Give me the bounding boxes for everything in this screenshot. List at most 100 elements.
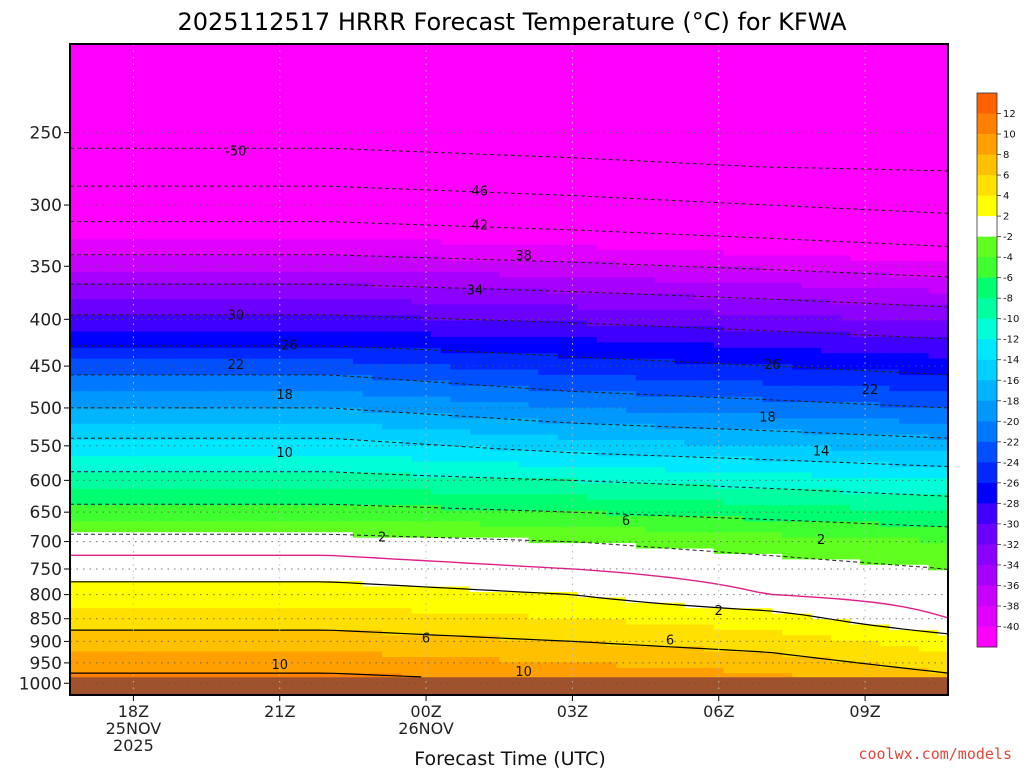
- field-cell: [79, 65, 91, 72]
- field-cell: [460, 103, 471, 110]
- field-cell: [177, 673, 188, 680]
- field-cell: [187, 353, 198, 360]
- field-cell: [284, 445, 295, 452]
- field-cell: [89, 402, 100, 409]
- field-cell: [313, 250, 325, 257]
- field-cell: [391, 326, 403, 333]
- field-cell: [362, 261, 374, 268]
- field-cell: [343, 250, 354, 257]
- field-cell: [148, 282, 159, 289]
- field-cell: [245, 152, 256, 159]
- field-cell: [450, 326, 461, 333]
- field-cell: [304, 336, 315, 343]
- field-cell: [148, 212, 159, 219]
- field-cell: [440, 602, 452, 609]
- field-cell: [206, 521, 217, 528]
- field-cell: [304, 358, 315, 365]
- field-cell: [128, 271, 139, 278]
- field-cell: [294, 635, 305, 642]
- field-cell: [352, 255, 364, 262]
- field-cell: [430, 602, 442, 609]
- field-cell: [245, 125, 256, 132]
- field-cell: [245, 76, 256, 83]
- field-cell: [460, 472, 471, 479]
- field-cell: [294, 657, 305, 664]
- field-cell: [245, 326, 256, 333]
- field-cell: [157, 212, 169, 219]
- field-cell: [265, 92, 276, 99]
- field-cell: [460, 624, 471, 631]
- field-cell: [79, 119, 91, 126]
- field-cell: [216, 629, 227, 636]
- field-cell: [323, 277, 334, 284]
- field-cell: [391, 402, 403, 409]
- field-cell: [362, 76, 374, 83]
- field-cell: [430, 591, 442, 598]
- field-cell: [226, 423, 237, 430]
- field-cell: [362, 369, 374, 376]
- field-cell: [362, 54, 374, 61]
- field-cell: [343, 65, 354, 72]
- field-cell: [79, 591, 91, 598]
- field-cell: [382, 597, 393, 604]
- field-cell: [70, 54, 81, 61]
- field-cell: [352, 472, 364, 479]
- field-cell: [235, 65, 247, 72]
- field-cell: [245, 60, 256, 67]
- field-cell: [99, 374, 110, 381]
- field-cell: [323, 71, 334, 78]
- field-cell: [226, 76, 237, 83]
- field-cell: [323, 591, 334, 598]
- field-cell: [138, 174, 149, 181]
- field-cell: [245, 298, 256, 305]
- field-cell: [157, 157, 169, 164]
- field-cell: [216, 342, 227, 349]
- field-cell: [382, 223, 393, 230]
- field-cell: [226, 450, 237, 457]
- field-cell: [245, 65, 256, 72]
- field-cell: [284, 60, 295, 67]
- field-cell: [206, 667, 217, 674]
- field-cell: [430, 396, 442, 403]
- field-cell: [323, 141, 334, 148]
- field-cell: [167, 543, 178, 550]
- field-cell: [352, 543, 364, 550]
- field-cell: [460, 119, 471, 126]
- field-cell: [284, 185, 295, 192]
- field-cell: [304, 206, 315, 213]
- field-cell: [118, 233, 130, 240]
- field-cell: [216, 331, 227, 338]
- field-cell: [391, 608, 403, 615]
- field-cell: [265, 553, 276, 560]
- field-cell: [79, 315, 91, 322]
- field-cell: [187, 635, 198, 642]
- field-cell: [323, 54, 334, 61]
- field-cell: [440, 385, 452, 392]
- field-cell: [343, 667, 354, 674]
- field-cell: [70, 559, 81, 566]
- field-cell: [411, 347, 422, 354]
- field-cell: [128, 461, 139, 468]
- field-cell: [206, 109, 217, 116]
- field-cell: [235, 179, 247, 186]
- field-cell: [255, 651, 266, 658]
- field-cell: [235, 174, 247, 181]
- field-cell: [430, 510, 442, 517]
- field-cell: [245, 331, 256, 338]
- field-cell: [411, 81, 422, 88]
- field-cell: [79, 277, 91, 284]
- field-cell: [245, 336, 256, 343]
- field-cell: [265, 532, 276, 539]
- field-cell: [284, 499, 295, 506]
- field-cell: [391, 87, 403, 94]
- field-cell: [265, 147, 276, 154]
- field-cell: [421, 114, 432, 121]
- field-cell: [148, 374, 159, 381]
- field-cell: [430, 185, 442, 192]
- field-cell: [265, 597, 276, 604]
- field-cell: [206, 71, 217, 78]
- field-cell: [99, 657, 110, 664]
- field-cell: [99, 136, 110, 143]
- field-cell: [235, 98, 247, 105]
- field-cell: [148, 304, 159, 311]
